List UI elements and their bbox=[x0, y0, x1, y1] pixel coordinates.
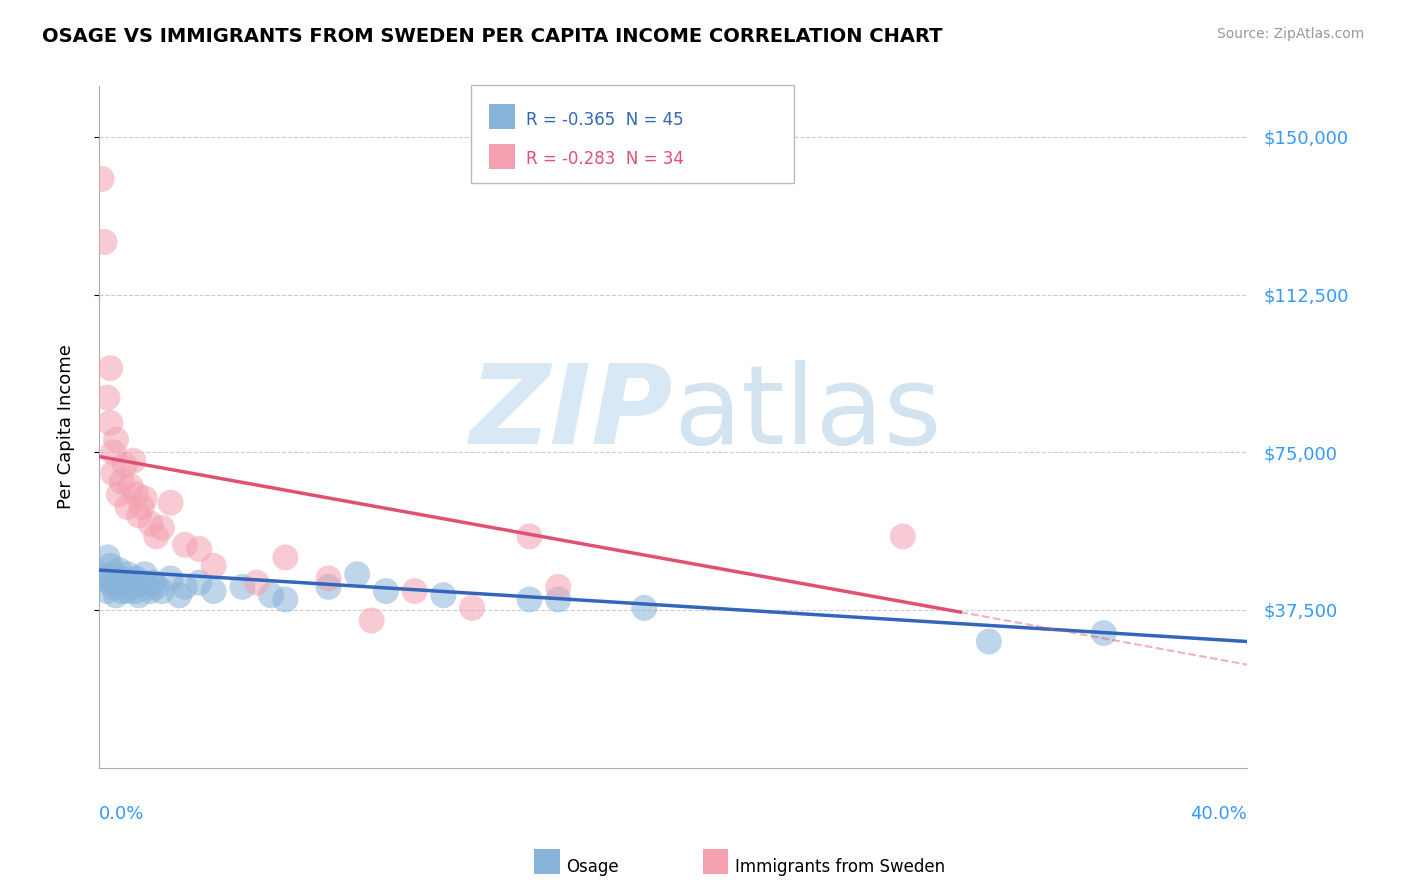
Point bbox=[150, 521, 173, 535]
Point bbox=[167, 588, 190, 602]
Point bbox=[891, 529, 914, 543]
Point bbox=[101, 445, 124, 459]
Point bbox=[134, 567, 156, 582]
Point bbox=[145, 529, 167, 543]
Point bbox=[108, 575, 131, 590]
Point bbox=[202, 558, 225, 573]
Point bbox=[105, 433, 128, 447]
Point bbox=[159, 571, 181, 585]
Point bbox=[318, 571, 340, 585]
Point bbox=[231, 580, 253, 594]
Point bbox=[188, 541, 211, 556]
Point bbox=[105, 588, 128, 602]
Point bbox=[145, 580, 167, 594]
Text: 0.0%: 0.0% bbox=[98, 805, 145, 823]
Point bbox=[108, 563, 131, 577]
Text: ZIP: ZIP bbox=[470, 359, 673, 467]
Point bbox=[274, 592, 297, 607]
Point bbox=[202, 584, 225, 599]
Point bbox=[98, 416, 121, 430]
Y-axis label: Per Capita Income: Per Capita Income bbox=[58, 344, 75, 509]
Point bbox=[125, 487, 148, 501]
Point bbox=[128, 588, 150, 602]
Point bbox=[122, 580, 145, 594]
Point bbox=[274, 550, 297, 565]
Point bbox=[101, 467, 124, 481]
Point bbox=[125, 584, 148, 599]
Point bbox=[101, 580, 124, 594]
Point bbox=[174, 538, 197, 552]
Point bbox=[90, 567, 112, 582]
Point bbox=[98, 361, 121, 376]
Point bbox=[114, 580, 136, 594]
Text: R = -0.365  N = 45: R = -0.365 N = 45 bbox=[526, 112, 683, 129]
Point bbox=[318, 580, 340, 594]
Text: Source: ZipAtlas.com: Source: ZipAtlas.com bbox=[1216, 27, 1364, 41]
Point bbox=[131, 575, 153, 590]
Point bbox=[432, 588, 454, 602]
Text: atlas: atlas bbox=[673, 359, 942, 467]
Point bbox=[96, 550, 118, 565]
Point bbox=[519, 529, 541, 543]
Point bbox=[125, 571, 148, 585]
Point bbox=[111, 584, 134, 599]
Point bbox=[174, 580, 197, 594]
Text: OSAGE VS IMMIGRANTS FROM SWEDEN PER CAPITA INCOME CORRELATION CHART: OSAGE VS IMMIGRANTS FROM SWEDEN PER CAPI… bbox=[42, 27, 942, 45]
Point bbox=[159, 496, 181, 510]
Point bbox=[108, 487, 131, 501]
Text: Immigrants from Sweden: Immigrants from Sweden bbox=[735, 858, 945, 876]
Point bbox=[96, 584, 118, 599]
Point bbox=[120, 575, 142, 590]
Point bbox=[98, 558, 121, 573]
Point bbox=[260, 588, 283, 602]
Point bbox=[150, 584, 173, 599]
Point bbox=[547, 592, 569, 607]
Point bbox=[101, 567, 124, 582]
Point bbox=[96, 391, 118, 405]
Point bbox=[360, 614, 382, 628]
Point bbox=[188, 575, 211, 590]
Point bbox=[374, 584, 396, 599]
Point bbox=[128, 508, 150, 523]
Point bbox=[977, 634, 1000, 648]
Point bbox=[114, 458, 136, 472]
Point bbox=[93, 571, 115, 585]
Point bbox=[1092, 626, 1115, 640]
Point bbox=[111, 475, 134, 489]
Point bbox=[120, 479, 142, 493]
Point bbox=[98, 575, 121, 590]
Point bbox=[117, 500, 139, 514]
Point bbox=[461, 600, 484, 615]
Point bbox=[404, 584, 426, 599]
Point bbox=[117, 567, 139, 582]
Point bbox=[134, 491, 156, 506]
Point bbox=[246, 575, 269, 590]
Point bbox=[117, 584, 139, 599]
Point bbox=[111, 571, 134, 585]
Point bbox=[90, 172, 112, 186]
Text: 40.0%: 40.0% bbox=[1191, 805, 1247, 823]
Text: Osage: Osage bbox=[567, 858, 619, 876]
Text: R = -0.283  N = 34: R = -0.283 N = 34 bbox=[526, 150, 683, 168]
Point bbox=[346, 567, 368, 582]
Point bbox=[142, 575, 165, 590]
Point bbox=[547, 580, 569, 594]
Point bbox=[519, 592, 541, 607]
Point bbox=[139, 584, 162, 599]
Point bbox=[122, 453, 145, 467]
Point bbox=[139, 516, 162, 531]
Point bbox=[136, 580, 159, 594]
Point bbox=[131, 500, 153, 514]
Point bbox=[93, 235, 115, 249]
Point bbox=[633, 600, 655, 615]
